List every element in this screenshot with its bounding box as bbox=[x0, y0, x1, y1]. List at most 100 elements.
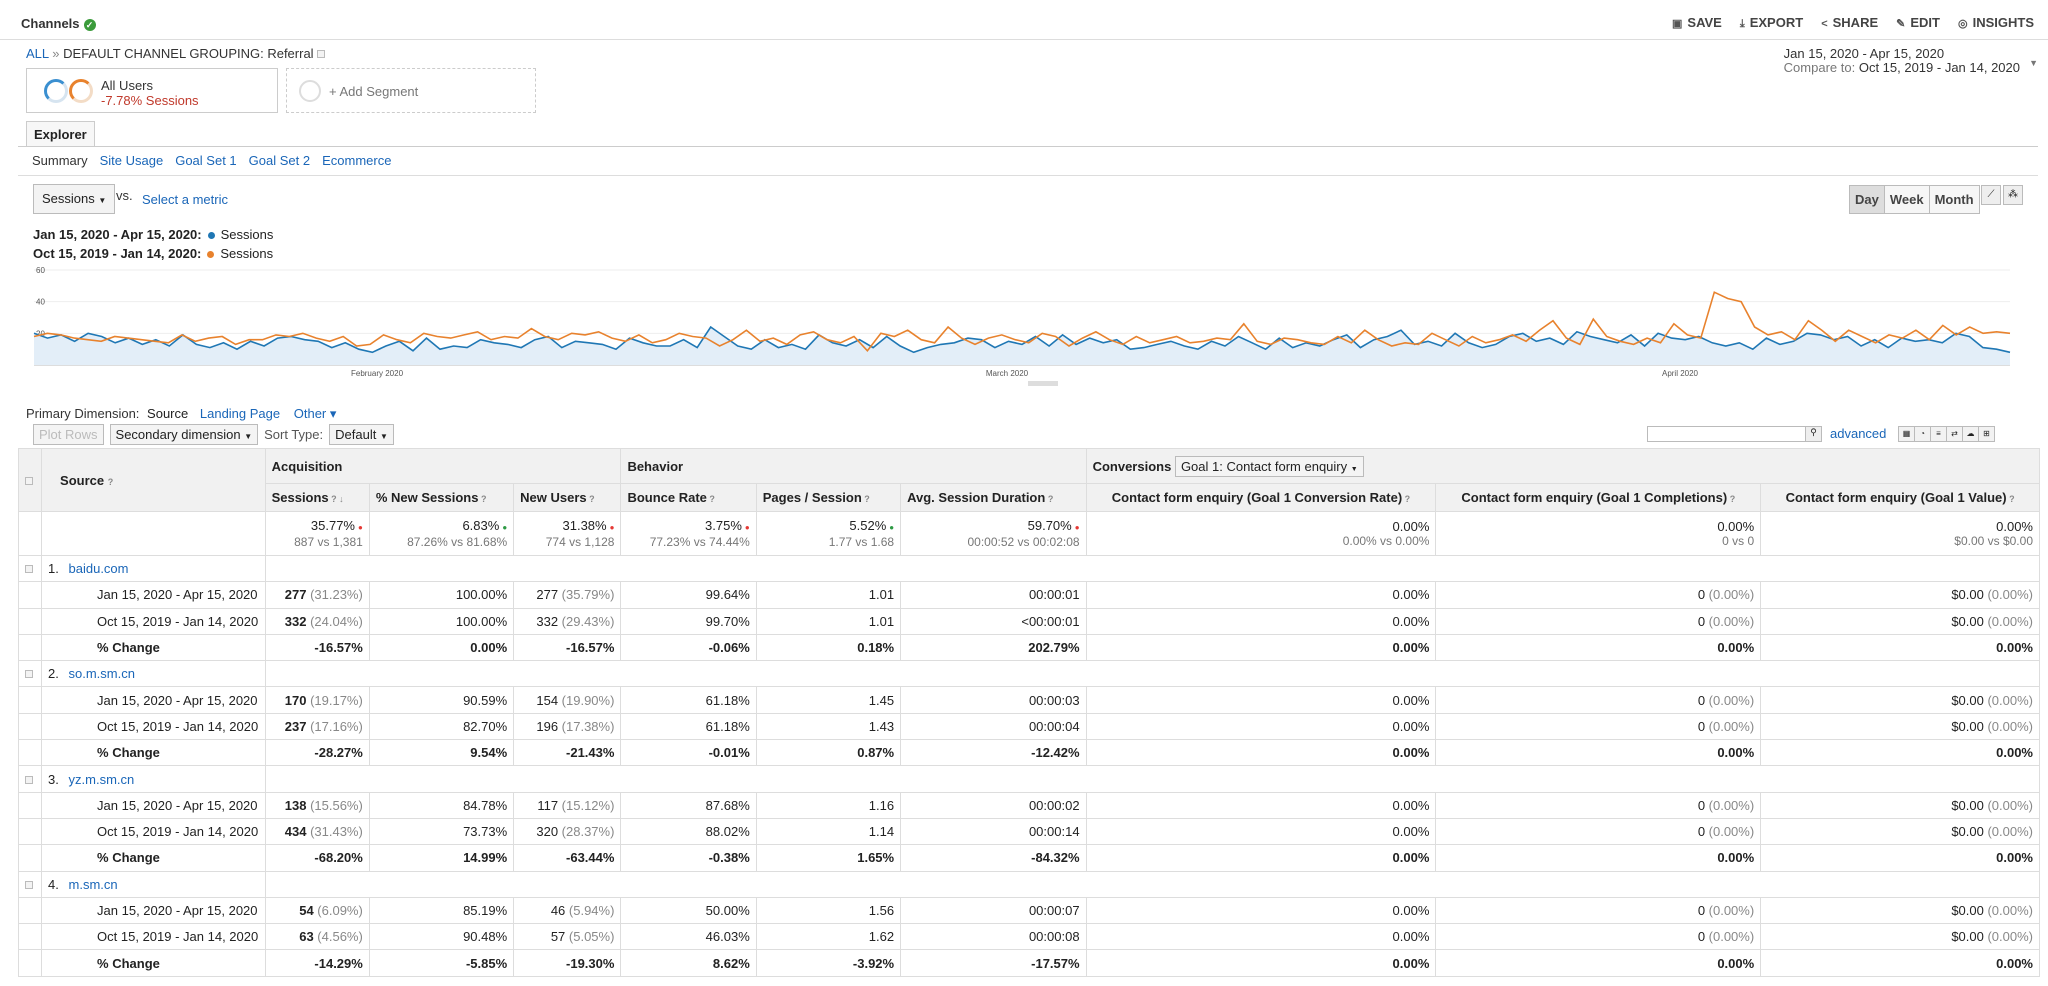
granularity-month-button[interactable]: Month bbox=[1928, 186, 1979, 213]
save-button[interactable]: ▣ SAVE bbox=[1672, 15, 1722, 31]
granularity-week-button[interactable]: Week bbox=[1883, 186, 1929, 213]
cell-value: 0.00% bbox=[1996, 745, 2033, 761]
chart-resize-handle[interactable] bbox=[1028, 381, 1058, 386]
help-icon: ? bbox=[706, 494, 715, 504]
report-toolbar: ▣ SAVE ⤓ EXPORT < SHARE ✎ EDIT ◎ INSIGHTS bbox=[1672, 15, 2034, 31]
col-header[interactable]: Sessions ? ↓ bbox=[264, 483, 370, 512]
source-link[interactable]: baidu.com bbox=[68, 561, 129, 577]
col-header[interactable]: Contact form enquiry (Goal 1 Conversion … bbox=[1085, 483, 1437, 512]
cell-value: 46 bbox=[550, 903, 566, 918]
motion-chart-icon[interactable]: ⁂ bbox=[2003, 185, 2023, 205]
row-checkbox[interactable] bbox=[25, 565, 33, 574]
goal-value-cell: $0.00 (0.00%) bbox=[1760, 581, 2040, 609]
bounce-rate-cell: 61.18% bbox=[620, 686, 757, 714]
share-button[interactable]: < SHARE bbox=[1821, 15, 1878, 31]
plot-rows-button[interactable]: Plot Rows bbox=[33, 423, 104, 445]
date-range-dropdown-icon[interactable]: ▼ bbox=[2029, 58, 2038, 68]
edit-button[interactable]: ✎ EDIT bbox=[1896, 15, 1940, 31]
advanced-filter-link[interactable]: advanced bbox=[1830, 426, 1887, 441]
divider bbox=[18, 146, 2038, 147]
blank-cell bbox=[17, 791, 43, 819]
pie-view-icon[interactable]: ◔ bbox=[1914, 426, 1931, 442]
goal-value-cell: 0.00% bbox=[1760, 949, 2040, 977]
date-range-compare: Compare to: Oct 15, 2019 - Jan 14, 2020 bbox=[1784, 61, 2020, 75]
new-users-cell: 196 (17.38%) bbox=[513, 712, 622, 741]
line-chart-icon[interactable]: ⟋ bbox=[1981, 185, 2001, 205]
new-users-cell: 332 (29.43%) bbox=[513, 607, 622, 635]
term-cloud-icon[interactable]: ☁ bbox=[1962, 426, 1979, 442]
pages-session-cell: 1.45 bbox=[755, 686, 902, 714]
completions-cell: 0 (0.00%) bbox=[1435, 607, 1762, 635]
select-metric-link[interactable]: Select a metric bbox=[142, 192, 228, 207]
col-header[interactable]: New Users ? bbox=[513, 483, 622, 512]
col-header[interactable]: % New Sessions ? bbox=[368, 483, 515, 512]
subtab-summary[interactable]: Summary bbox=[32, 153, 88, 168]
segment-all-users[interactable]: All Users -7.78% Sessions bbox=[26, 68, 278, 113]
date-range-picker[interactable]: Jan 15, 2020 - Apr 15, 2020 Compare to: … bbox=[1784, 47, 2020, 75]
comparison-view-icon[interactable]: ⇄ bbox=[1946, 426, 1963, 442]
insights-button[interactable]: ◎ INSIGHTS bbox=[1958, 15, 2034, 31]
pivot-view-icon[interactable]: ⊞ bbox=[1978, 426, 1995, 442]
cell-value: 63 bbox=[299, 929, 314, 945]
data-table: Source ? Acquisition Behavior Conversion… bbox=[17, 448, 2041, 977]
source-link[interactable]: so.m.sm.cn bbox=[68, 666, 135, 682]
bounce-rate-cell: -0.06% bbox=[620, 633, 757, 662]
subtab-ecommerce[interactable]: Ecommerce bbox=[322, 153, 392, 168]
row-checkbox[interactable] bbox=[25, 880, 33, 889]
cell-value: 0.00% bbox=[1996, 850, 2033, 866]
breadcrumb-all[interactable]: ALL bbox=[26, 46, 49, 61]
dimension-other-link[interactable]: Other bbox=[293, 406, 327, 421]
export-button[interactable]: ⤓ EXPORT bbox=[1740, 15, 1803, 31]
source-link[interactable]: m.sm.cn bbox=[68, 876, 118, 892]
date-range-current: Jan 15, 2020 - Apr 15, 2020 bbox=[1783, 46, 1945, 61]
cell-percent: (0.00%) bbox=[1983, 824, 2033, 840]
search-icon[interactable]: ⚲ bbox=[1805, 426, 1822, 442]
sessions-line-chart[interactable]: 60 40 20 February 2020 March 2020 April 2020 bbox=[26, 262, 2038, 390]
subtab-goal-set-1[interactable]: Goal Set 1 bbox=[175, 153, 237, 168]
edit-label: EDIT bbox=[1910, 15, 1940, 30]
new-sessions-cell: 0.00% bbox=[368, 633, 515, 662]
legend-compare-metric: Sessions bbox=[220, 246, 274, 261]
date-range-row: Jan 15, 2020 - Apr 15, 2020 170 (19.17%) 9… bbox=[17, 686, 2040, 714]
granularity-day-button[interactable]: Day bbox=[1850, 186, 1884, 213]
conversion-rate-cell: 0.00% bbox=[1085, 686, 1437, 714]
source-link[interactable]: yz.m.sm.cn bbox=[68, 771, 135, 787]
col-source[interactable]: Source ? bbox=[41, 448, 266, 512]
legend-current: Jan 15, 2020 - Apr 15, 2020: Sessions bbox=[33, 225, 273, 244]
performance-view-icon[interactable]: ≡ bbox=[1930, 426, 1947, 442]
col-header[interactable]: Contact form enquiry (Goal 1 Completions… bbox=[1435, 483, 1762, 512]
page-title-text: Channels bbox=[21, 16, 80, 31]
legend-compare-period: Oct 15, 2019 - Jan 14, 2020: bbox=[33, 246, 202, 261]
cell-value: 0.00% bbox=[1717, 745, 1755, 761]
save-icon: ▣ bbox=[1672, 18, 1683, 30]
sort-type-dropdown[interactable]: Default ▼ bbox=[329, 423, 394, 445]
pages-session-cell: 1.16 bbox=[755, 791, 902, 819]
secondary-dimension-dropdown[interactable]: Secondary dimension ▼ bbox=[109, 423, 259, 445]
new-users-cell: 277 (35.79%) bbox=[513, 581, 622, 609]
col-header[interactable]: Avg. Session Duration ? bbox=[900, 483, 1087, 512]
series-area-current bbox=[34, 327, 2010, 365]
tab-explorer[interactable]: Explorer bbox=[26, 121, 95, 146]
completions-cell: 0.00% bbox=[1435, 949, 1762, 977]
subtab-site-usage[interactable]: Site Usage bbox=[99, 153, 164, 168]
row-checkbox[interactable] bbox=[25, 670, 33, 679]
avg-duration-cell: 00:00:14 bbox=[900, 817, 1087, 846]
row-index: 3. bbox=[48, 771, 63, 787]
total-cell: 0.00% $0.00 vs $0.00 bbox=[1760, 511, 2040, 556]
avg-duration-cell: 00:00:07 bbox=[900, 896, 1087, 925]
dimension-landing-page-link[interactable]: Landing Page bbox=[199, 406, 281, 421]
col-header[interactable]: Contact form enquiry (Goal 1 Value) ? bbox=[1760, 483, 2040, 512]
col-header[interactable]: Pages / Session ? bbox=[755, 483, 902, 512]
col-header[interactable]: Bounce Rate ? bbox=[620, 483, 757, 512]
row-checkbox[interactable] bbox=[25, 775, 33, 784]
table-search-input[interactable]: ⚲ bbox=[1647, 426, 1822, 442]
subtab-goal-set-2[interactable]: Goal Set 2 bbox=[248, 153, 311, 168]
source-row: 4. m.sm.cn bbox=[17, 870, 2041, 898]
metric-selector[interactable]: Sessions ▼ bbox=[33, 184, 116, 214]
select-all-checkbox[interactable] bbox=[25, 476, 33, 485]
row-label: Jan 15, 2020 - Apr 15, 2020 bbox=[41, 581, 266, 609]
breadcrumb-dropdown-icon[interactable] bbox=[317, 50, 326, 58]
goal-selector-dropdown[interactable]: Goal 1: Contact form enquiry ▼ bbox=[1174, 455, 1364, 477]
add-segment-button[interactable]: + Add Segment bbox=[286, 68, 536, 113]
data-view-icon[interactable]: ▦ bbox=[1898, 426, 1915, 442]
